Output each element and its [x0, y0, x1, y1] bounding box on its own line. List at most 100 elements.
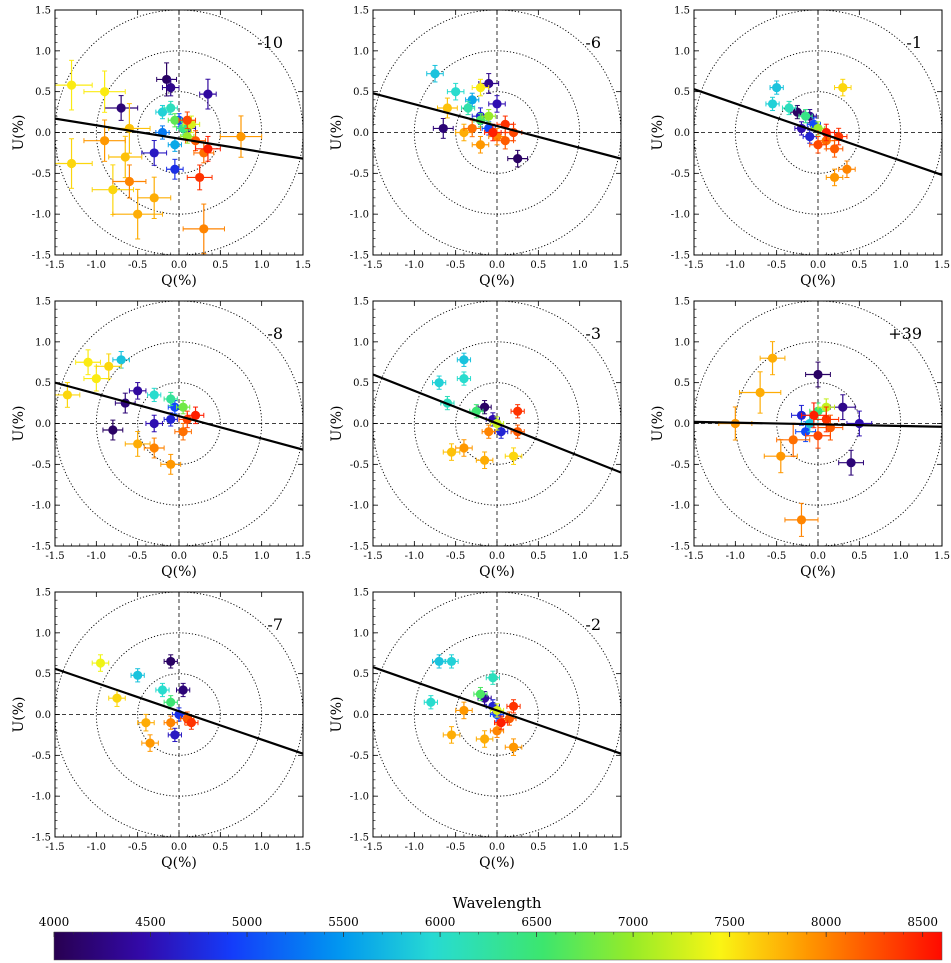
data-point — [133, 439, 143, 449]
x-tick-label: 1.0 — [254, 842, 270, 853]
colorbar-tick-label: 8500 — [907, 915, 938, 929]
colorbar-tick-label: 4000 — [39, 915, 70, 929]
y-tick-label: -1.0 — [32, 210, 51, 221]
data-point — [149, 418, 159, 429]
panel-grid: -1.5 -1.0 -0.5 0.0 0.5 1.0 1.5 -1.5 -1.0 -0.5 0.0 0… — [11, 6, 950, 872]
x-tick-label: -1.5 — [363, 260, 382, 271]
y-tick-label: -1.5 — [350, 251, 369, 262]
x-tick-label: 1.0 — [572, 842, 588, 853]
data-point — [116, 103, 126, 113]
data-point — [480, 455, 490, 465]
data-point — [166, 394, 176, 404]
y-tick-label: 1.5 — [353, 297, 369, 308]
data-point — [838, 82, 848, 93]
y-tick-label: -0.5 — [350, 169, 369, 180]
data-point — [788, 435, 798, 445]
colorbar-tick-label: 7500 — [714, 915, 745, 929]
y-tick-label: 0.5 — [35, 87, 51, 98]
epoch-label: -8 — [267, 324, 283, 343]
data-point — [100, 136, 110, 146]
data-point — [459, 127, 469, 138]
x-tick-label: 0.0 — [489, 551, 505, 562]
x-tick-label: 1.0 — [893, 551, 909, 562]
x-axis-label: Q(%) — [479, 564, 515, 580]
y-tick-label: -0.5 — [32, 751, 51, 762]
x-tick-label: 0.0 — [171, 260, 187, 271]
data-points — [718, 341, 873, 537]
data-point — [446, 656, 457, 667]
data-point — [467, 123, 477, 134]
data-point — [195, 172, 205, 183]
x-tick-label: 0.5 — [212, 260, 228, 271]
y-tick-label: 1.0 — [35, 628, 51, 639]
data-point — [104, 361, 114, 371]
data-point — [801, 111, 811, 121]
y-tick-label: -1.0 — [671, 210, 690, 221]
x-tick-label: -1.0 — [726, 260, 745, 271]
data-point — [496, 718, 506, 728]
x-axis-label: Q(%) — [800, 564, 836, 580]
data-point — [149, 443, 159, 453]
x-tick-label: 1.0 — [254, 260, 270, 271]
y-tick-label: 1.5 — [353, 588, 369, 599]
data-point — [821, 414, 831, 425]
x-tick-label: 1.5 — [295, 551, 311, 562]
x-tick-label: 1.5 — [613, 260, 629, 271]
epoch-label: -1 — [906, 33, 922, 52]
x-tick-label: 1.5 — [295, 842, 311, 853]
data-point — [772, 82, 782, 93]
data-point — [178, 123, 188, 134]
data-point — [446, 730, 457, 740]
data-point — [116, 355, 126, 365]
colorbar-tick-label: 5500 — [328, 915, 359, 929]
y-tick-label: 1.0 — [35, 46, 51, 57]
x-tick-label: -0.5 — [128, 260, 147, 271]
dominant-axis-line — [55, 381, 303, 451]
y-axis-label: U(%) — [11, 114, 27, 150]
data-point — [451, 87, 461, 97]
y-axis-label: U(%) — [650, 405, 666, 441]
x-axis-label: Q(%) — [161, 273, 197, 289]
x-tick-label: -1.5 — [363, 551, 382, 562]
colorbar-tick-label: 8000 — [811, 915, 842, 929]
x-tick-label: -0.5 — [446, 842, 465, 853]
data-point — [508, 742, 519, 752]
data-point — [162, 74, 172, 85]
data-point — [484, 427, 494, 437]
y-axis-label: U(%) — [329, 405, 345, 441]
x-tick-label: -1.5 — [45, 842, 64, 853]
y-tick-label: -1.5 — [32, 833, 51, 844]
y-tick-label: -1.0 — [32, 501, 51, 512]
y-tick-label: 0.5 — [674, 378, 690, 389]
x-tick-label: -1.0 — [726, 551, 745, 562]
x-tick-label: 1.0 — [572, 260, 588, 271]
data-point — [66, 158, 77, 169]
x-tick-label: -1.5 — [363, 842, 382, 853]
data-point — [108, 425, 118, 435]
data-point — [854, 418, 864, 429]
x-tick-label: 0.0 — [810, 260, 826, 271]
x-tick-label: -1.0 — [405, 551, 424, 562]
data-point — [434, 656, 444, 667]
data-point — [467, 95, 477, 105]
data-points — [55, 349, 205, 475]
data-point — [149, 193, 159, 203]
data-point — [203, 144, 213, 154]
x-tick-label: 0.5 — [530, 260, 546, 271]
data-point — [170, 730, 180, 740]
data-point — [508, 451, 519, 461]
dominant-axis-line — [373, 373, 621, 474]
y-tick-label: 1.5 — [35, 6, 51, 17]
colorbar-tick-label: 4500 — [135, 915, 166, 929]
x-tick-label: 0.5 — [530, 551, 546, 562]
x-tick-label: 0.0 — [489, 842, 505, 853]
data-point — [166, 697, 176, 707]
data-point — [767, 99, 778, 109]
epoch-label: -10 — [257, 33, 283, 52]
data-point — [484, 111, 494, 121]
y-tick-label: -1.5 — [350, 542, 369, 553]
x-tick-label: -1.0 — [87, 260, 106, 271]
x-tick-label: 1.5 — [295, 260, 311, 271]
x-tick-label: 1.5 — [613, 842, 629, 853]
